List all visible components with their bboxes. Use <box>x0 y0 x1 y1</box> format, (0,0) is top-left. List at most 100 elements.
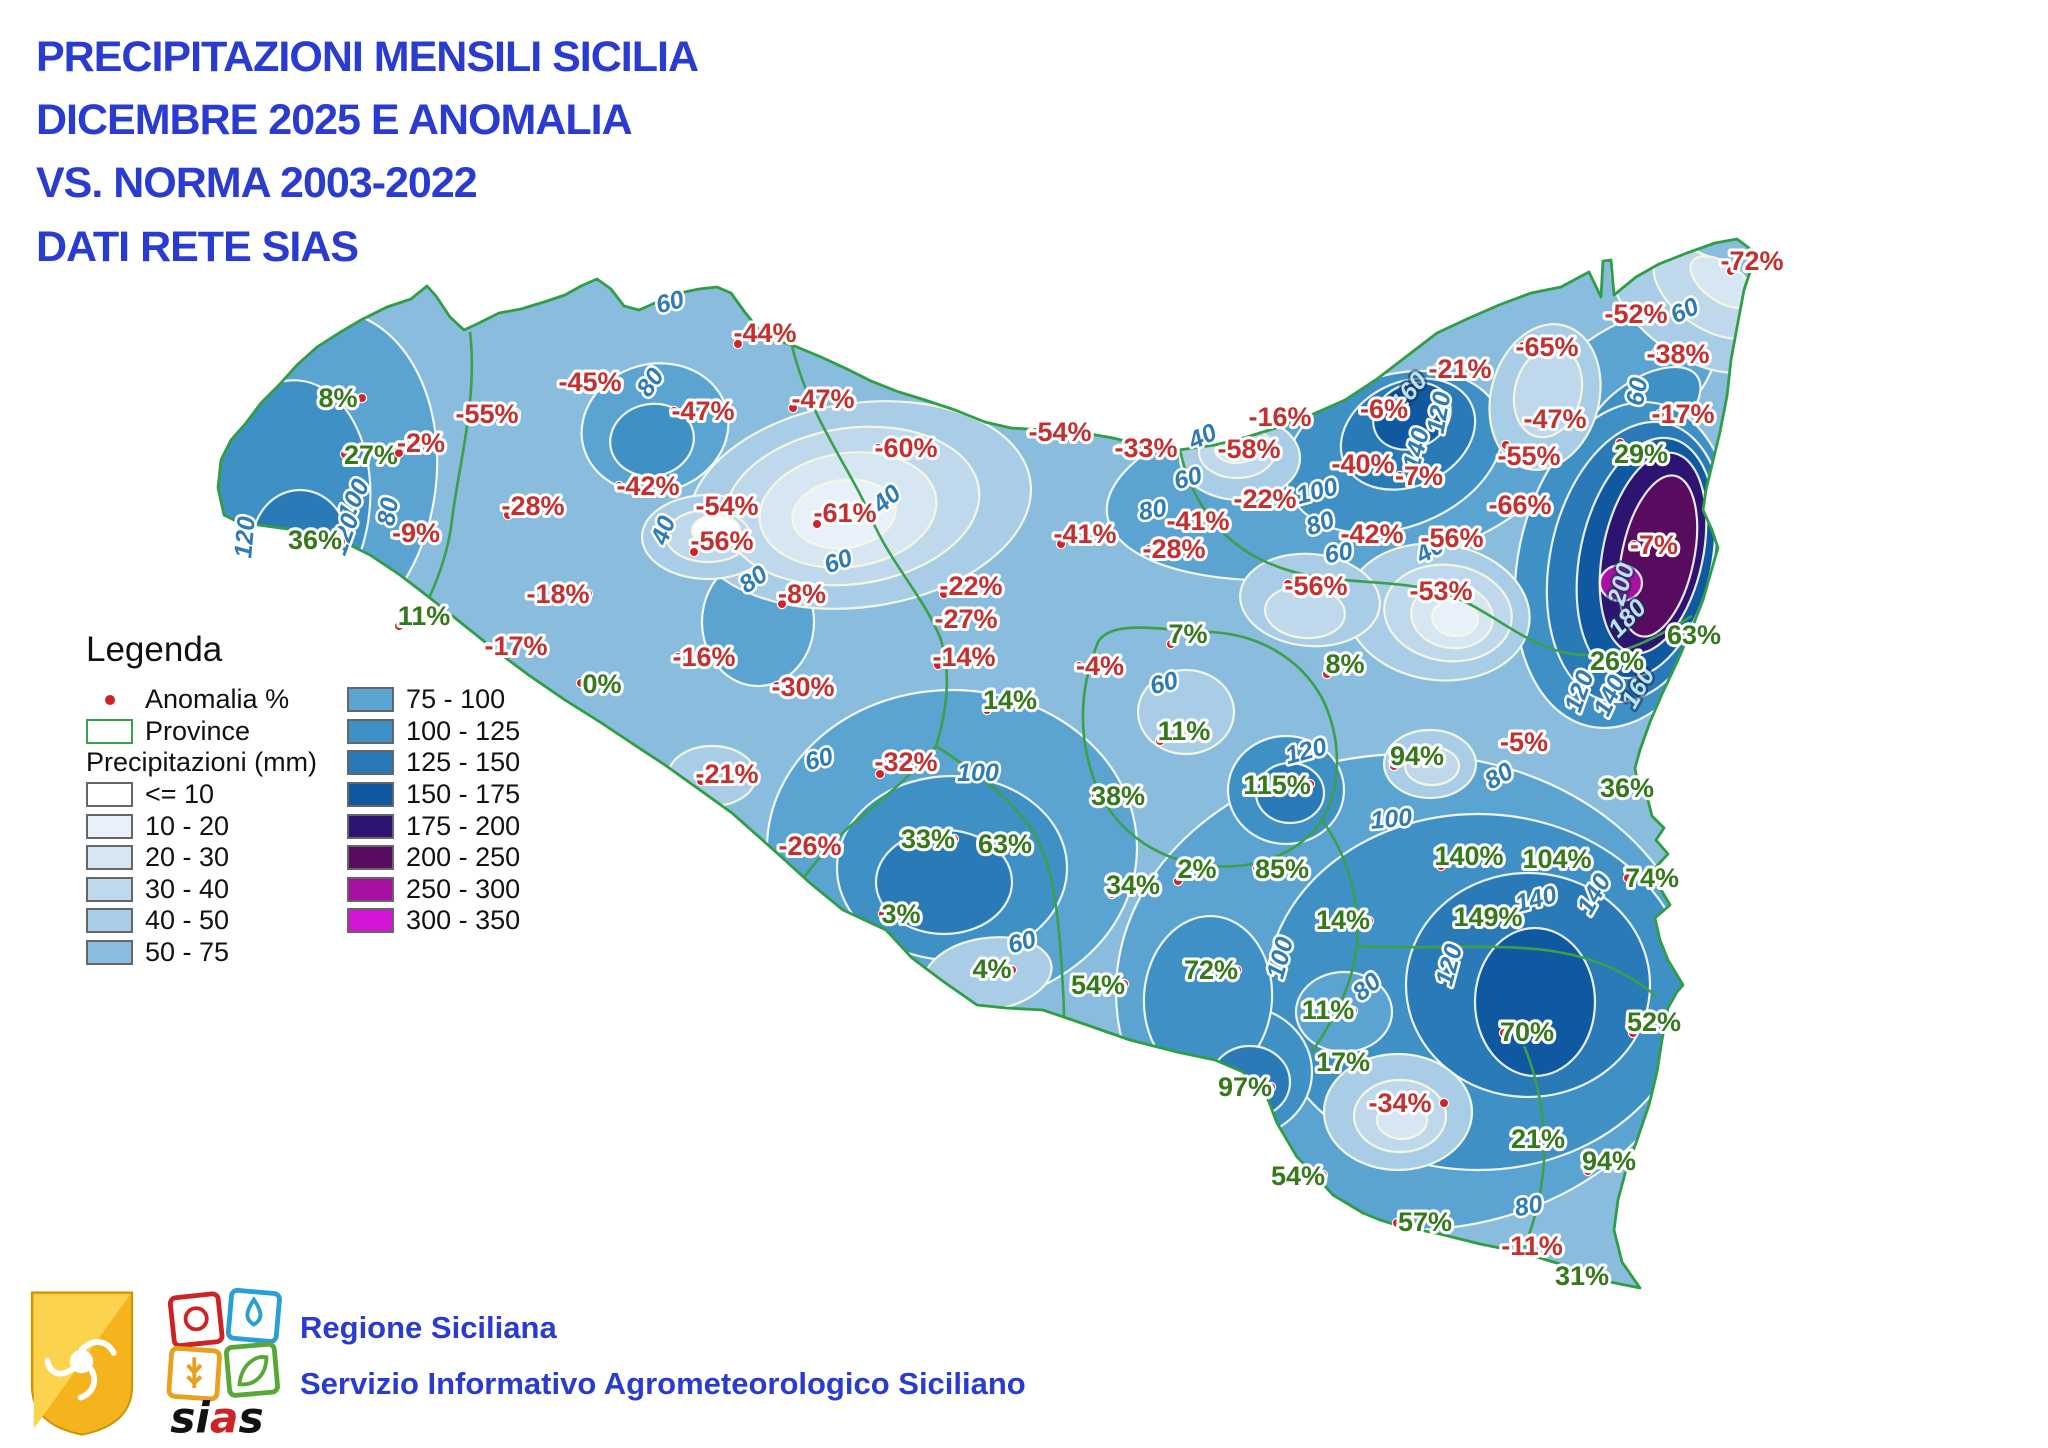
station: -32% <box>871 744 940 780</box>
station-dot <box>1614 437 1626 449</box>
station-dot <box>1628 539 1640 551</box>
station-dot <box>989 613 1001 625</box>
station-dot <box>1394 470 1406 482</box>
station: 54% <box>1268 1158 1329 1194</box>
station: -53% <box>1406 573 1475 609</box>
station-anomaly-label: 63% <box>1667 620 1721 650</box>
station-dot <box>356 392 368 404</box>
station-anomaly-label: 21% <box>1511 1124 1565 1154</box>
station: 34% <box>1103 867 1163 903</box>
station-dot <box>1251 863 1263 875</box>
station-dot <box>1090 790 1102 802</box>
legend-band-swatch <box>86 845 133 871</box>
legend-band-swatch <box>347 813 395 839</box>
station: -47% <box>668 393 737 429</box>
footer-org: Regione Siciliana <box>300 1310 557 1345</box>
station: -56% <box>1417 520 1486 556</box>
station-anomaly-label: -22% <box>1233 484 1296 514</box>
station: -5% <box>1497 724 1551 760</box>
station: -61% <box>810 495 879 531</box>
station: -14% <box>929 639 998 675</box>
station-anomaly-label: -41% <box>1053 519 1116 549</box>
legend-band-label: 125 - 150 <box>406 747 521 778</box>
contour-label: 80 <box>1512 1190 1544 1222</box>
station-anomaly-label: -41% <box>1166 506 1229 536</box>
station-dot <box>668 405 680 417</box>
station-anomaly-label: -42% <box>1340 519 1403 549</box>
precip-band-2 <box>1375 1099 1429 1141</box>
station-dot <box>787 402 799 414</box>
legend-band-label: 50 - 75 <box>145 937 230 968</box>
station-dot <box>1653 307 1665 319</box>
station: 4% <box>969 951 1018 987</box>
station: -26% <box>775 828 844 864</box>
station-anomaly-label: 72% <box>1184 955 1238 985</box>
station: -55% <box>1494 438 1563 474</box>
station: -52% <box>1601 296 1670 332</box>
station-anomaly-label: -21% <box>695 759 758 789</box>
legend-band-row: 125 - 150 <box>347 747 520 779</box>
station-anomaly-label: -17% <box>1651 399 1714 429</box>
station: -38% <box>1643 336 1712 372</box>
precip-band-9 <box>1372 381 1452 451</box>
legend-band-row: 10 - 20 <box>86 810 317 842</box>
province-border <box>1310 819 1359 1053</box>
station-dot <box>1431 363 1443 375</box>
precip-band-7 <box>609 402 695 478</box>
station-anomaly-label: -2% <box>397 428 445 458</box>
station-anomaly-label: -8% <box>778 579 826 609</box>
station: 31% <box>1552 1258 1612 1294</box>
station-dot <box>613 480 625 492</box>
station-dot <box>872 442 884 454</box>
station: 2% <box>1172 851 1220 887</box>
station-anomaly-label: 33% <box>901 824 955 854</box>
station-dot <box>811 518 823 530</box>
contour-label: 120 <box>229 515 261 559</box>
station-dot <box>1517 340 1529 352</box>
station: -16% <box>1245 399 1314 435</box>
province-outline-icon <box>86 718 133 744</box>
station-dot <box>1055 538 1067 550</box>
station: -42% <box>613 468 682 504</box>
station-anomaly-label: 11% <box>1302 995 1355 1025</box>
station-anomaly-label: -30% <box>771 672 834 702</box>
station-anomaly-label: -66% <box>1488 490 1551 520</box>
station-anomaly-label: 149% <box>1453 902 1522 932</box>
legend-band-label: 250 - 300 <box>406 873 521 904</box>
station: 14% <box>980 682 1040 718</box>
station: -21% <box>692 756 761 792</box>
station-dot <box>695 775 707 787</box>
station-dot <box>510 407 522 419</box>
station-dot <box>1438 1097 1450 1109</box>
title-line-3: VS. NORMA 2003-2022 <box>36 159 478 208</box>
station-anomaly-label: -11% <box>1501 1231 1563 1261</box>
station: -9% <box>389 515 443 551</box>
station: 63% <box>1664 617 1724 653</box>
station-anomaly-label: -26% <box>778 831 841 861</box>
station: -18% <box>523 576 594 612</box>
legend: Legenda Anomalia % Province Precipitazio… <box>86 630 520 968</box>
title-line-1: PRECIPITAZIONI MENSILI SICILIA <box>36 33 699 81</box>
station-dot <box>932 659 944 671</box>
station-dot <box>1154 735 1166 747</box>
station-dot <box>1347 1005 1359 1017</box>
regione-siciliana-shield-logo <box>30 1291 134 1436</box>
legend-band-row: 75 - 100 <box>347 684 520 716</box>
station-dot <box>1285 493 1297 505</box>
precip-band-12 <box>1598 563 1644 603</box>
station: -42% <box>1337 516 1406 552</box>
station-dot <box>1500 439 1512 451</box>
legend-band-row: 250 - 300 <box>347 874 520 906</box>
anomaly-stations: 8% 27%-2% -55% -45% -47% -47% -44% -60% -54% -33%… <box>285 243 1787 1294</box>
station-anomaly-label: -7% <box>1630 530 1678 560</box>
station: -55% <box>452 396 522 432</box>
station-anomaly-label: -54% <box>695 491 758 521</box>
station-dot <box>1321 668 1333 680</box>
station-anomaly-label: 97% <box>1218 1072 1272 1102</box>
legend-band-label: 75 - 100 <box>406 684 506 715</box>
station: -30% <box>768 669 837 705</box>
station-dot <box>1165 638 1177 650</box>
precip-band-6 <box>1294 970 1394 1054</box>
station-anomaly-label: -21% <box>1428 354 1491 384</box>
station-dot <box>613 376 625 388</box>
